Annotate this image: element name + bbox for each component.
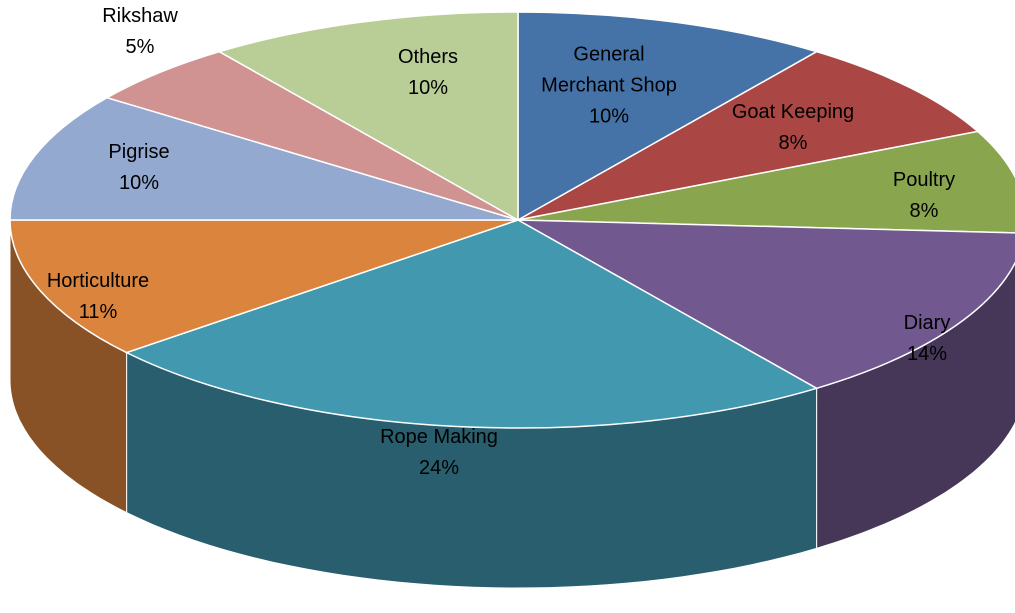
slice-label-poultry: Poultry 8% (893, 165, 955, 227)
slice-name: General Merchant Shop (541, 43, 677, 97)
slice-percent: 8% (778, 132, 808, 154)
pie-slice-horticulture (9, 219, 519, 354)
slice-name: Horticulture (46, 270, 150, 292)
slice-name: Others (397, 46, 459, 68)
slice-label-pigrise: Pigrise 10% (108, 137, 169, 199)
pie-sides (9, 219, 1015, 589)
slice-percent: 10% (588, 105, 630, 128)
slice-name: Goat Keeping (731, 101, 855, 123)
slice-label-diary: Diary 14% (904, 308, 951, 370)
slice-label-others: Others 10% (398, 42, 458, 104)
pie-slice-pigrise (9, 96, 519, 221)
slice-name: Rikshaw (102, 5, 178, 27)
pie-slice-goat-keeping (517, 50, 980, 221)
slice-percent: 10% (407, 77, 449, 99)
slice-label-goat-keeping: Goat Keeping 8% (732, 97, 854, 159)
pie-slice-poultry (517, 130, 1015, 234)
pie-slice-others (217, 11, 519, 222)
slice-name: Rope Making (380, 426, 498, 448)
slice-percent: 24% (418, 457, 460, 479)
slice-percent: 5% (125, 36, 155, 58)
pie-slice-diary (517, 219, 1015, 390)
slice-name: Pigrise (108, 141, 170, 163)
pie-slice-rikshaw (105, 50, 519, 221)
slice-label-general-merchant-shop: General Merchant Shop 10% (541, 40, 677, 133)
slice-name: Diary (903, 312, 951, 334)
slice-percent: 14% (906, 343, 948, 365)
slice-label-rope-making: Rope Making 24% (380, 422, 498, 484)
slice-name: Poultry (892, 169, 956, 191)
pie-slice-general-merchant-shop (517, 11, 819, 222)
pie-slice-rope-making (124, 219, 819, 429)
slice-label-horticulture: Horticulture 11% (47, 266, 149, 328)
pie-tops (9, 11, 1015, 429)
slice-percent: 11% (78, 301, 118, 323)
slice-percent: 10% (118, 172, 160, 194)
slice-percent: 8% (909, 200, 939, 222)
slice-label-rikshaw: Rikshaw 5% (102, 1, 178, 63)
